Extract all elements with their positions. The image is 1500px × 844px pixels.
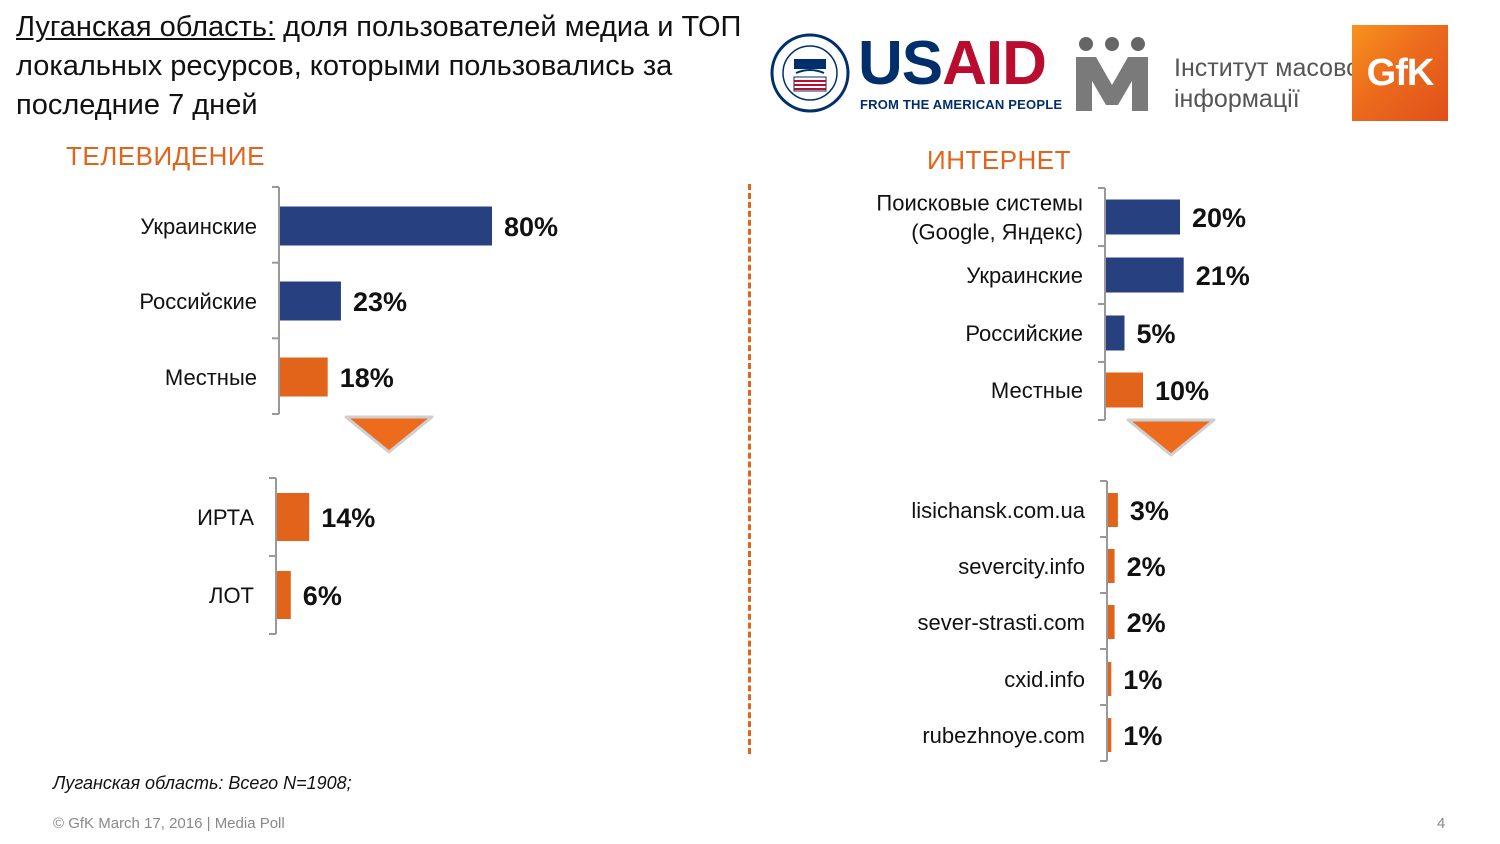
internet-bar — [1106, 257, 1184, 293]
internet-local-bar — [1108, 549, 1115, 583]
internet-local-category-label: rubezhnoye.com — [922, 723, 1085, 748]
internet-bar — [1106, 372, 1143, 408]
internet-local-value-label: 2% — [1127, 608, 1166, 638]
tv-value-label: 23% — [353, 287, 407, 317]
internet-value-label: 21% — [1196, 261, 1250, 291]
tv-bar — [280, 281, 341, 321]
internet-section-title: ИНТЕРНЕТ — [927, 145, 1072, 175]
internet-local-bar — [1108, 605, 1115, 639]
tv-category-label: Российские — [139, 289, 257, 314]
internet-local-bar — [1108, 493, 1118, 527]
tv-category-label: Украинские — [140, 214, 257, 239]
tv-local-bar — [277, 493, 310, 541]
tv-bar — [280, 357, 328, 397]
internet-bar — [1106, 199, 1180, 235]
internet-local-value-label: 2% — [1127, 552, 1166, 582]
internet-category-label: (Google, Яндекс) — [911, 220, 1083, 245]
tv-local-bar — [277, 571, 291, 619]
imi-name: Інститут масової інформації — [1174, 54, 1367, 113]
usaid-seal-icon — [770, 33, 850, 113]
section-divider — [748, 184, 751, 754]
internet-category-label: Поисковые системы — [876, 191, 1083, 216]
footer-copyright: © GfK March 17, 2016 | Media Poll — [53, 815, 285, 832]
tv-drilldown-arrow-icon — [344, 415, 434, 454]
tv-local-value-label: 6% — [303, 581, 342, 611]
internet-bar — [1106, 315, 1125, 351]
internet-local-value-label: 3% — [1130, 496, 1169, 526]
internet-local-category-label: sever-strasti.com — [918, 610, 1085, 635]
internet-value-label: 5% — [1137, 319, 1176, 349]
internet-category-label: Местные — [991, 378, 1083, 403]
usaid-tagline: FROM THE AMERICAN PEOPLE — [860, 97, 1063, 112]
imi-logo-icon — [1076, 37, 1148, 111]
internet-local-category-label: severcity.info — [958, 554, 1085, 579]
tv-bar — [280, 206, 492, 246]
sample-note: Луганская область: Всего N=1908; — [53, 773, 352, 793]
tv-value-label: 80% — [504, 212, 558, 242]
internet-value-label: 20% — [1192, 203, 1246, 233]
tv-local-category-label: ЛОТ — [209, 583, 254, 608]
internet-local-bar — [1108, 718, 1112, 752]
title-rest: доля пользователей медиа и ТОП локальных… — [16, 11, 742, 121]
internet-category-label: Российские — [965, 321, 1083, 346]
tv-local-value-label: 14% — [321, 503, 375, 533]
logos: USAID FROM THE AMERICAN PEOPLE Інститут … — [770, 25, 1450, 125]
internet-local-value-label: 1% — [1123, 665, 1162, 695]
internet-drilldown-arrow-icon — [1126, 418, 1216, 457]
usaid-wordmark: USAID — [858, 29, 1047, 98]
tv-value-label: 18% — [340, 363, 394, 393]
slide-title: Луганская область: доля пользователей ме… — [16, 8, 756, 125]
tv-local-category-label: ИРТА — [197, 505, 254, 530]
page-number: 4 — [1437, 815, 1446, 832]
internet-local-category-label: lisichansk.com.ua — [911, 498, 1085, 523]
internet-local-category-label: cxid.info — [1004, 667, 1085, 692]
internet-value-label: 10% — [1155, 376, 1209, 406]
tv-section-title: ТЕЛЕВИДЕНИЕ — [66, 141, 265, 171]
internet-category-label: Украинские — [966, 263, 1083, 288]
internet-local-bar — [1108, 662, 1112, 696]
title-region: Луганская область: — [16, 11, 276, 43]
tv-category-label: Местные — [165, 365, 257, 390]
gfk-logo: GfK — [1352, 25, 1448, 121]
internet-local-value-label: 1% — [1123, 721, 1162, 751]
